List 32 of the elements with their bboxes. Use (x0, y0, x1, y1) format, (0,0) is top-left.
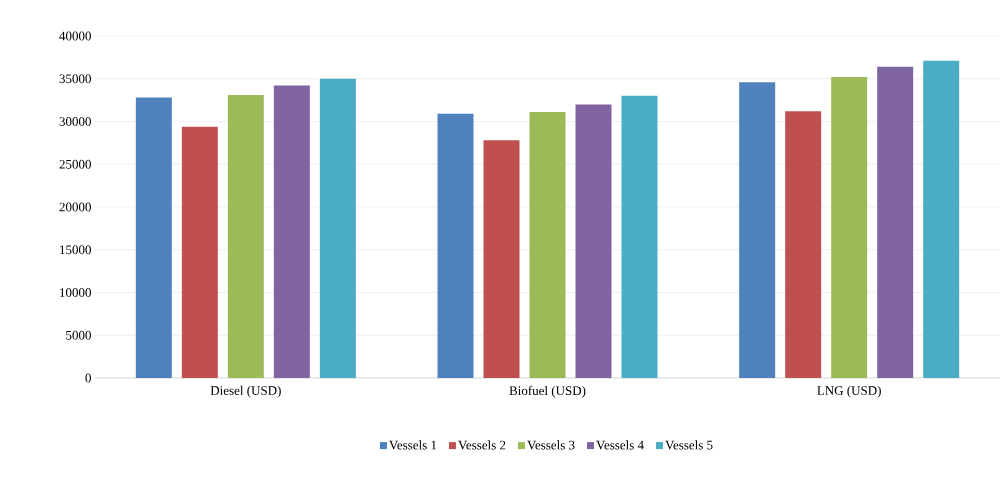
x-tick-label: Diesel (USD) (210, 385, 281, 398)
bar (529, 112, 566, 378)
legend-label: Vessels 1 (389, 440, 437, 450)
x-tick-label: LNG (USD) (817, 385, 881, 398)
bar (319, 78, 356, 378)
y-tick-label: 5000 (66, 330, 91, 340)
bar (785, 111, 822, 378)
bar (135, 97, 172, 378)
bar (273, 85, 310, 378)
bar (437, 113, 474, 378)
y-tick-label: 35000 (59, 74, 91, 84)
legend-label: Vessels 5 (665, 440, 713, 450)
y-tick-label: 0 (85, 373, 91, 383)
y-tick-label: 10000 (60, 288, 91, 297)
y-tick-label: 30000 (59, 117, 91, 126)
bar (621, 95, 658, 378)
bar (923, 60, 960, 378)
y-tick-label: 40000 (59, 31, 91, 41)
x-tick-label: Biofuel (USD) (509, 385, 586, 398)
y-tick-label: 20000 (59, 202, 91, 212)
bar (739, 82, 776, 378)
bar (831, 77, 868, 378)
bar (877, 66, 914, 378)
bar (575, 104, 612, 378)
bar (181, 126, 218, 378)
legend-label: Vessels 2 (458, 440, 506, 450)
y-tick-label: 25000 (59, 159, 91, 169)
bar (227, 95, 264, 378)
bar (483, 140, 520, 378)
legend-label: Vessels 4 (596, 440, 644, 450)
y-tick-label: 15000 (60, 245, 91, 255)
legend-label: Vessels 3 (527, 440, 575, 450)
